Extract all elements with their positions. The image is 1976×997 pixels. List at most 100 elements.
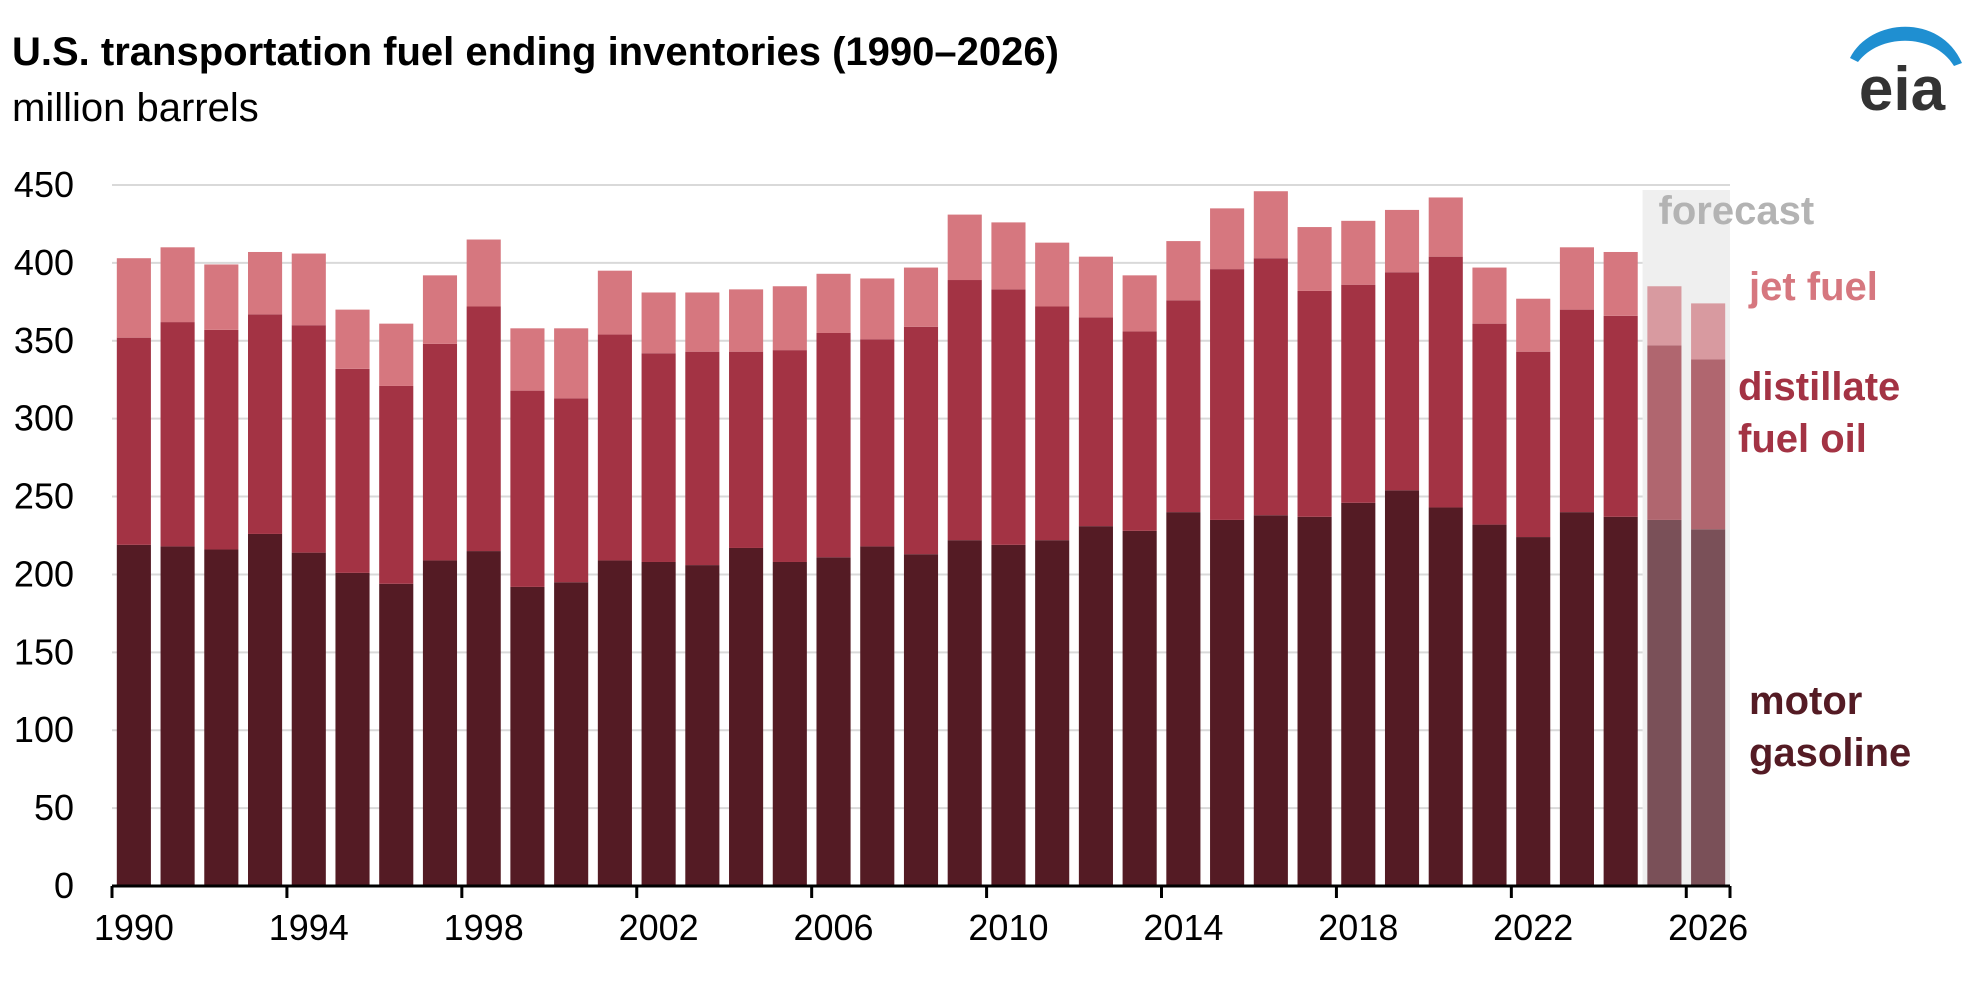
bar-jet-fuel-1999 <box>510 328 545 391</box>
y-tick-label-250: 250 <box>14 476 74 517</box>
bar-motor-gasoline-2015 <box>1210 519 1245 886</box>
bar-jet-fuel-2025 <box>1647 286 1682 346</box>
bar-motor-gasoline-2005 <box>772 561 807 886</box>
x-tick-label-2026: 2026 <box>1668 907 1748 948</box>
bar-jet-fuel-2017 <box>1297 227 1332 291</box>
bar-distillate-fuel-oil-2023 <box>1559 309 1595 513</box>
bar-distillate-fuel-oil-2010 <box>991 289 1026 545</box>
bar-distillate-fuel-oil-2003 <box>685 351 720 566</box>
bar-motor-gasoline-2002 <box>641 561 676 886</box>
bar-distillate-fuel-oil-1995 <box>335 368 370 573</box>
bar-jet-fuel-2021 <box>1472 267 1507 324</box>
bar-distillate-fuel-oil-2007 <box>860 339 895 547</box>
bar-jet-fuel-2014 <box>1166 241 1201 301</box>
eia-logo: eia <box>1850 26 1962 118</box>
x-axis-tick-labels: 1990 1994 1998 2002 2006 2010 2014 2018 2022 2026 <box>94 907 1748 948</box>
bar-jet-fuel-2005 <box>772 286 807 351</box>
x-tick-label-2014: 2014 <box>1143 907 1223 948</box>
bar-motor-gasoline-1996 <box>379 583 414 886</box>
bar-motor-gasoline-1994 <box>291 552 326 886</box>
bar-distillate-fuel-oil-1994 <box>291 325 326 553</box>
bar-distillate-fuel-oil-2008 <box>903 326 939 555</box>
x-tick-label-2006: 2006 <box>793 907 873 948</box>
legend-jet-fuel: jet fuel <box>1748 265 1878 309</box>
bar-jet-fuel-1997 <box>422 275 458 344</box>
bar-jet-fuel-2023 <box>1559 247 1595 310</box>
bar-motor-gasoline-2001 <box>597 560 632 886</box>
bar-jet-fuel-2012 <box>1078 256 1113 318</box>
y-tick-label-300: 300 <box>14 398 74 439</box>
bars <box>116 191 1726 886</box>
bar-distillate-fuel-oil-2018 <box>1341 284 1376 503</box>
bar-jet-fuel-2002 <box>641 292 676 354</box>
bar-motor-gasoline-2020 <box>1428 507 1463 886</box>
bar-motor-gasoline-1992 <box>204 549 239 886</box>
bar-motor-gasoline-1997 <box>422 560 458 886</box>
bar-distillate-fuel-oil-2015 <box>1210 269 1245 520</box>
bar-distillate-fuel-oil-2013 <box>1122 331 1157 531</box>
chart-units: million barrels <box>12 86 259 130</box>
bar-distillate-fuel-oil-1991 <box>160 322 195 547</box>
bar-distillate-fuel-oil-2021 <box>1472 323 1507 525</box>
bar-jet-fuel-2016 <box>1253 191 1288 259</box>
bar-jet-fuel-2020 <box>1428 197 1463 257</box>
bar-motor-gasoline-2000 <box>554 582 589 886</box>
bar-motor-gasoline-2017 <box>1297 516 1332 886</box>
legend-motor-gasoline-line2: gasoline <box>1749 731 1911 775</box>
bar-jet-fuel-2011 <box>1035 242 1070 307</box>
bar-motor-gasoline-1999 <box>510 586 545 886</box>
bar-motor-gasoline-2021 <box>1472 524 1507 886</box>
y-tick-label-150: 150 <box>14 631 74 672</box>
forecast-label: forecast <box>1659 189 1815 233</box>
bar-motor-gasoline-2010 <box>991 544 1026 886</box>
bar-distillate-fuel-oil-1990 <box>116 337 151 545</box>
bar-jet-fuel-1994 <box>291 253 326 326</box>
bar-motor-gasoline-1990 <box>116 544 151 886</box>
bar-motor-gasoline-2003 <box>685 565 720 886</box>
bar-motor-gasoline-2022 <box>1516 537 1551 886</box>
bar-jet-fuel-2010 <box>991 222 1026 290</box>
bar-motor-gasoline-1995 <box>335 572 370 886</box>
bar-motor-gasoline-2012 <box>1078 526 1113 886</box>
y-tick-label-400: 400 <box>14 242 74 283</box>
x-tick-label-1990: 1990 <box>94 907 174 948</box>
bar-motor-gasoline-2008 <box>903 554 939 886</box>
bar-jet-fuel-2006 <box>816 273 851 333</box>
bar-distillate-fuel-oil-2022 <box>1516 351 1551 538</box>
bar-distillate-fuel-oil-2011 <box>1035 306 1070 541</box>
bar-distillate-fuel-oil-2009 <box>947 280 982 541</box>
bar-motor-gasoline-1993 <box>247 533 283 886</box>
bar-distillate-fuel-oil-2014 <box>1166 300 1201 513</box>
bar-distillate-fuel-oil-2000 <box>554 398 589 583</box>
bar-motor-gasoline-2011 <box>1035 540 1070 886</box>
bar-jet-fuel-2001 <box>597 270 632 335</box>
x-tick-label-2002: 2002 <box>619 907 699 948</box>
y-tick-label-0: 0 <box>54 865 74 906</box>
bar-motor-gasoline-2004 <box>729 547 764 886</box>
y-tick-label-100: 100 <box>14 709 74 750</box>
y-tick-label-200: 200 <box>14 553 74 594</box>
bar-distillate-fuel-oil-1992 <box>204 329 239 550</box>
x-axis-ticks <box>110 886 1732 898</box>
bar-distillate-fuel-oil-1993 <box>247 314 283 534</box>
bar-jet-fuel-2015 <box>1210 208 1245 270</box>
bar-distillate-fuel-oil-2001 <box>597 334 632 561</box>
bar-distillate-fuel-oil-2025 <box>1647 345 1682 520</box>
bar-jet-fuel-1991 <box>160 247 195 323</box>
bar-motor-gasoline-2013 <box>1122 530 1157 886</box>
x-tick-label-2010: 2010 <box>968 907 1048 948</box>
bar-motor-gasoline-2018 <box>1341 502 1376 886</box>
bar-jet-fuel-2009 <box>947 214 982 281</box>
bar-motor-gasoline-2014 <box>1166 512 1201 886</box>
bar-distillate-fuel-oil-2006 <box>816 332 851 558</box>
bar-jet-fuel-2026 <box>1691 303 1726 360</box>
bar-distillate-fuel-oil-2012 <box>1078 317 1113 527</box>
logo-swoosh <box>1850 26 1962 66</box>
bar-motor-gasoline-2023 <box>1559 512 1595 886</box>
bar-jet-fuel-2022 <box>1516 298 1551 352</box>
x-tick-label-2022: 2022 <box>1493 907 1573 948</box>
bar-motor-gasoline-2026 <box>1691 529 1726 886</box>
bar-jet-fuel-2013 <box>1122 275 1157 332</box>
legend-motor-gasoline-line1: motor <box>1749 679 1862 723</box>
